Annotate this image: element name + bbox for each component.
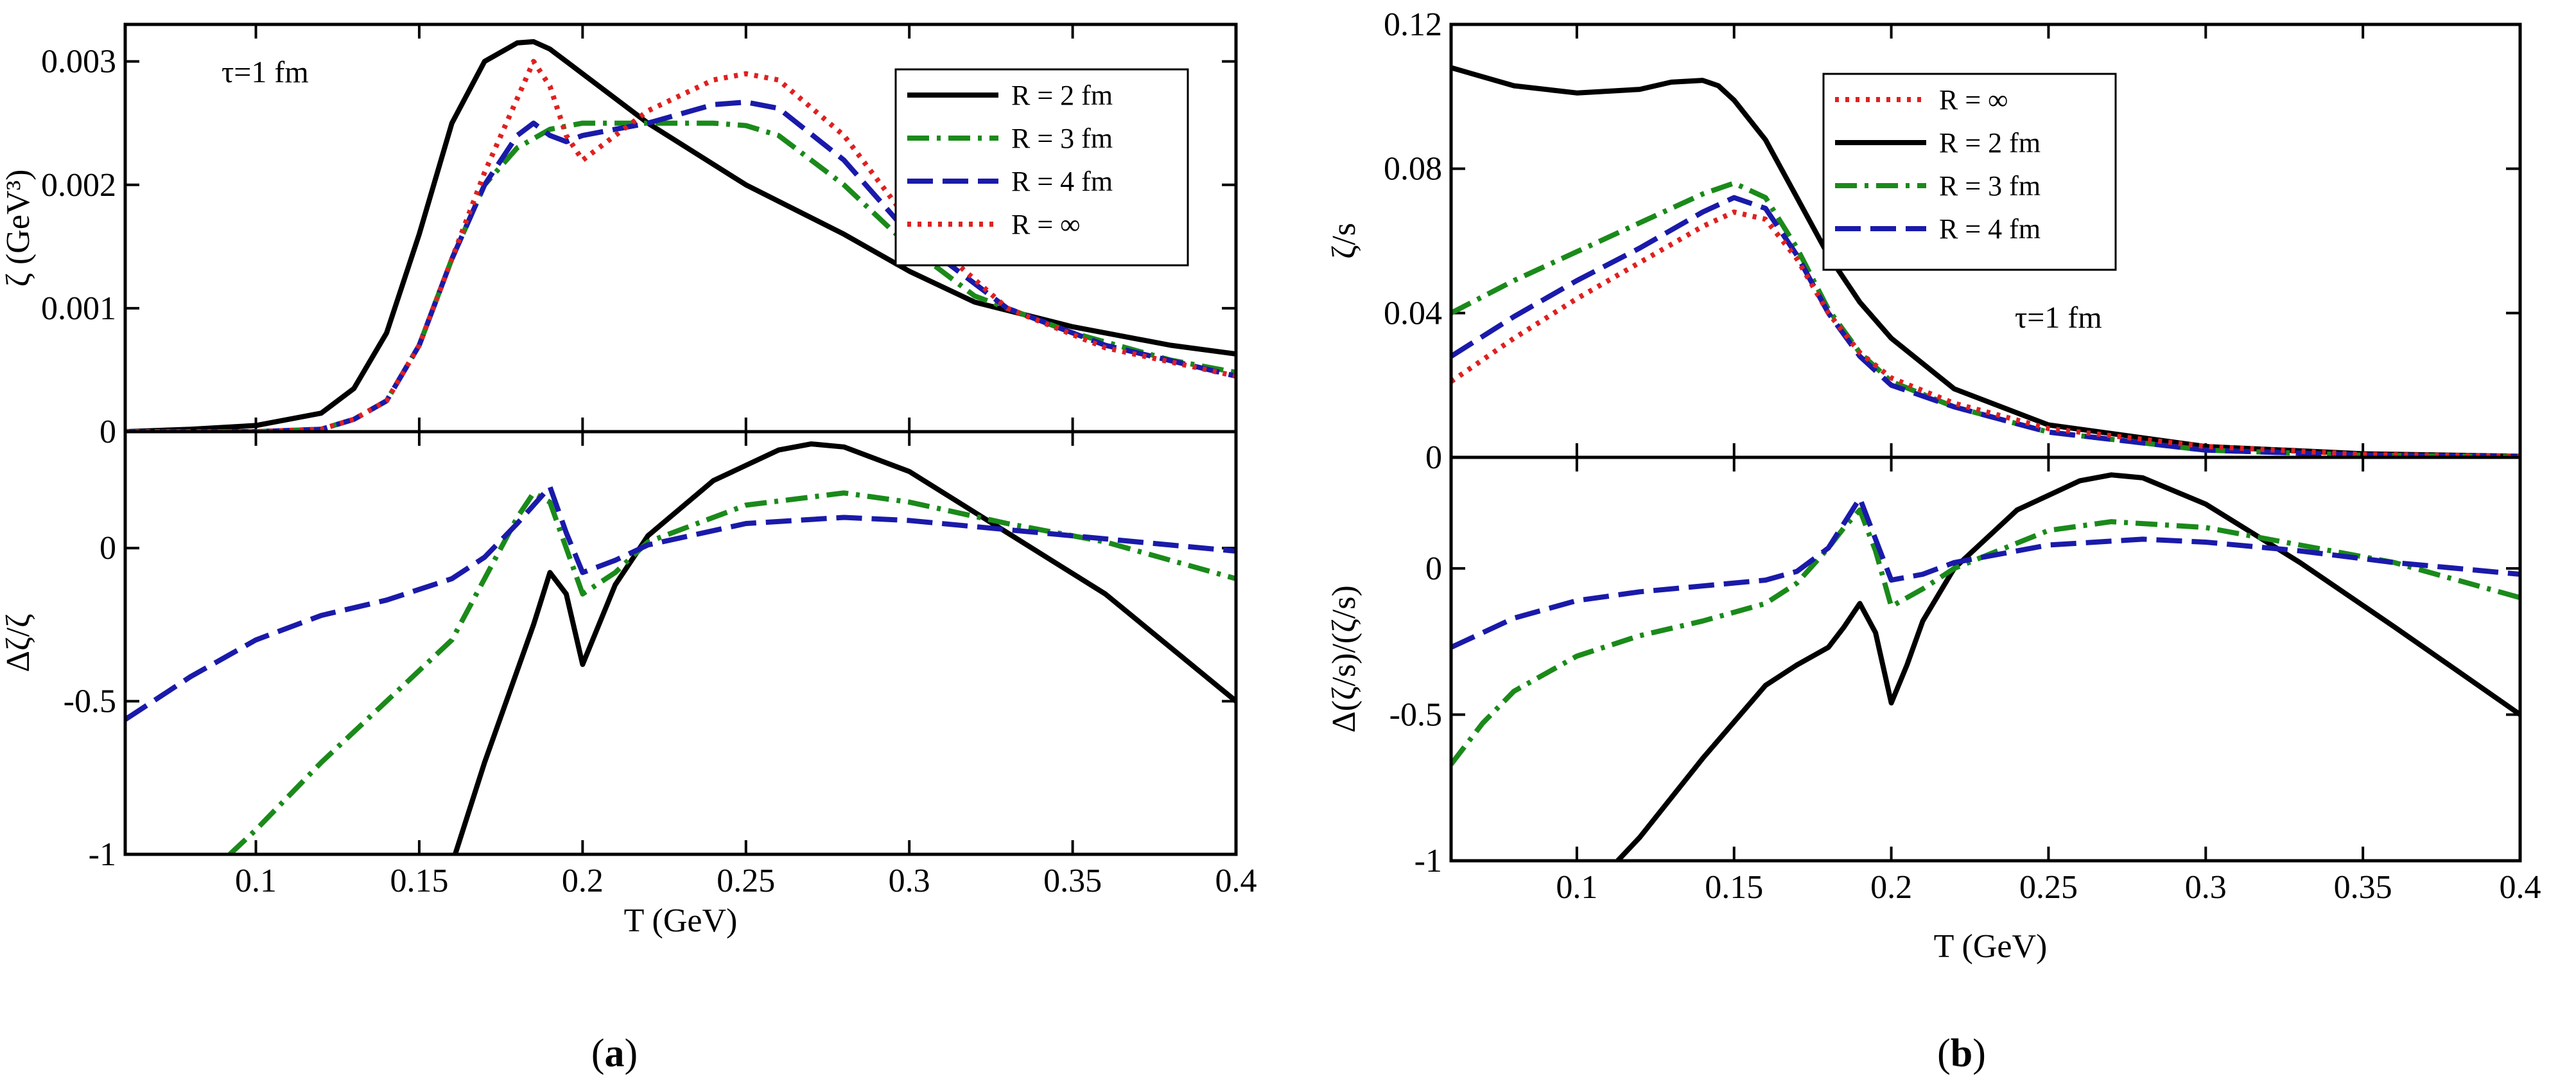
panel-label-letter: a [605, 1032, 625, 1075]
panel-label: (a) [591, 1032, 638, 1075]
plot-frame [1449, 455, 2522, 863]
x-tick-label: 0.25 [717, 863, 775, 899]
x-tick-label: 0.4 [1215, 863, 1257, 899]
x-tick-label: 0.2 [562, 863, 604, 899]
y-axis-label: ζ/s [1326, 223, 1362, 259]
tau-annotation: τ=1 fm [222, 55, 309, 89]
x-tick-label: 0.15 [390, 863, 448, 899]
y-tick-label: -1 [89, 836, 116, 873]
panel-label-letter: b [1951, 1032, 1972, 1075]
y-tick-label: 0 [1425, 439, 1442, 476]
series-line-r-4-fm [1451, 495, 2520, 650]
y-tick-label: -1 [1414, 843, 1442, 879]
panel-label: (b) [1937, 1032, 1986, 1075]
y-axis-label: ζ (GeV³) [0, 170, 37, 287]
y-tick-label: 0 [100, 414, 116, 450]
series-line-r-3-fm [228, 490, 1236, 854]
y-axis-label: Δζ/ζ [0, 614, 37, 673]
legend-entry-label: R = ∞ [1939, 84, 2008, 116]
series-line-r-3-fm [1451, 507, 2520, 766]
x-axis-label: T (GeV) [1934, 928, 2048, 965]
legend-entry-label: R = 4 fm [1011, 166, 1113, 197]
plot-frame [123, 430, 1238, 856]
legend: R = 2 fm R = 3 fm R = 4 fm R = ∞ [894, 68, 1189, 267]
x-tick-label: 0.3 [2185, 869, 2227, 906]
legend: R = ∞ R = 2 fm R = 3 fm R = 4 fm [1822, 73, 2117, 271]
series-group [1451, 472, 2520, 861]
legend-entry-label: R = 4 fm [1939, 213, 2041, 245]
series-line-r-2-fm [453, 441, 1236, 854]
legend-entry-label: R = 2 fm [1011, 80, 1113, 111]
series-line-r-3-fm [1451, 181, 2520, 457]
tau-annotation: τ=1 fm [2015, 301, 2102, 335]
y-tick-label: 0 [1425, 550, 1442, 587]
x-tick-label: 0.2 [1870, 869, 1912, 906]
panel-label-paren: ) [625, 1032, 638, 1075]
y-tick-label: 0.12 [1384, 6, 1442, 43]
y-tick-label: 0.04 [1384, 295, 1442, 331]
y-tick-label: 0 [100, 530, 116, 567]
x-axis-label: T (GeV) [624, 903, 738, 939]
y-tick-label: 0.08 [1384, 151, 1442, 188]
panel-label-paren: ) [1972, 1032, 1986, 1075]
panel-a: 0 0.001 0.002 0.003 ζ (GeV³) R = 2 fm R = 3 fm… [0, 22, 1257, 1075]
legend-entry-label: R = ∞ [1011, 209, 1081, 240]
series-group [125, 441, 1236, 854]
y-tick-label: -0.5 [1389, 696, 1442, 733]
x-tick-label: 0.1 [1556, 869, 1597, 906]
y-tick-label: 0.001 [41, 290, 116, 327]
y-tick-label: 0.002 [41, 167, 116, 204]
series-group [1451, 65, 2520, 457]
x-tick-label: 0.35 [2334, 869, 2392, 906]
series-line-r [125, 58, 1236, 432]
series-group [125, 39, 1236, 432]
x-tick-label: 0.4 [2500, 869, 2541, 906]
x-tick-label: 0.25 [2019, 869, 2078, 906]
x-tick-label: 0.3 [889, 863, 930, 899]
legend-box [894, 68, 1189, 267]
y-tick-label: -0.5 [64, 683, 116, 720]
legend-entry-label: R = 2 fm [1939, 127, 2041, 159]
x-tick-label: 0.15 [1705, 869, 1763, 906]
series-line-r-2-fm [1615, 472, 2520, 861]
series-line-r [1451, 209, 2520, 457]
panel-b: 00.040.080.12ζ/sR = ∞R = 2 fmR = 3 fmR =… [1326, 6, 2541, 1075]
panel-label-paren: ( [1937, 1032, 1951, 1075]
legend-entry-label: R = 3 fm [1011, 123, 1113, 154]
series-line-r-3-fm [125, 120, 1236, 432]
y-axis-label: Δ(ζ/s)/(ζ/s) [1326, 585, 1362, 733]
legend-box [1822, 73, 2117, 271]
legend-entry-label: R = 3 fm [1939, 170, 2041, 202]
x-tick-label: 0.1 [235, 863, 277, 899]
series-line-r-2-fm [1451, 65, 2520, 457]
x-tick-label: 0.35 [1043, 863, 1102, 899]
y-tick-label: 0.003 [41, 44, 116, 80]
series-line-r-4-fm [125, 484, 1236, 722]
panel-label-paren: ( [591, 1032, 605, 1075]
series-line-r-2-fm [125, 39, 1236, 432]
